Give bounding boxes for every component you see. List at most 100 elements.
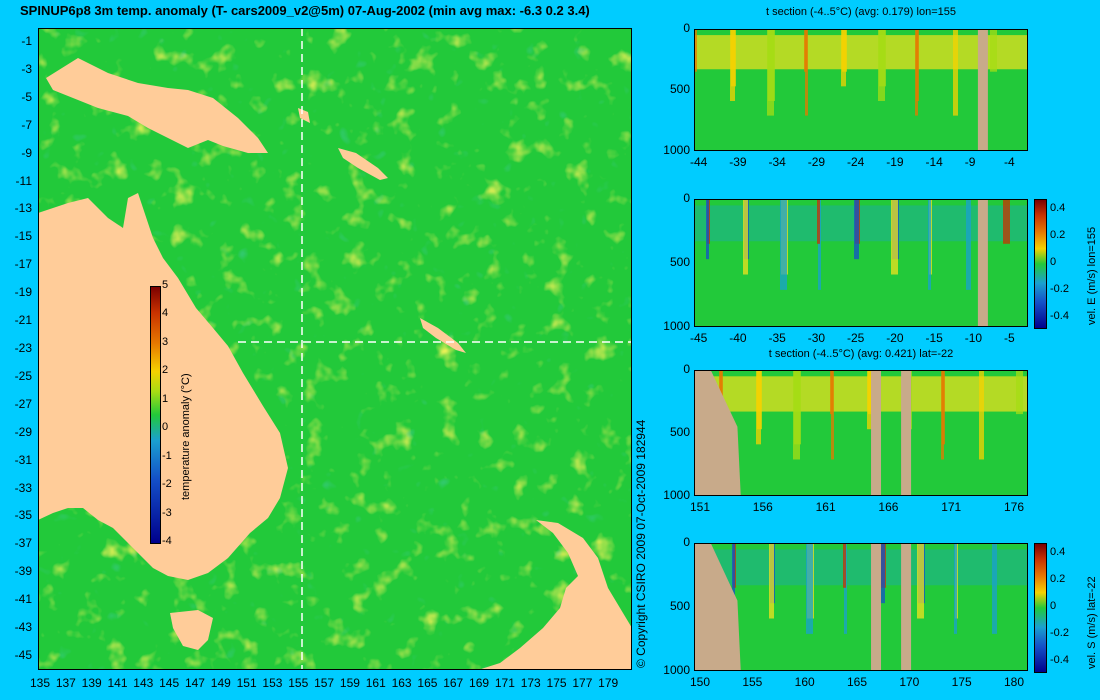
section-streak — [880, 543, 885, 604]
map-panel — [38, 28, 632, 670]
figure-title: SPINUP6p8 3m temp. anomaly (T- cars2009_… — [20, 3, 590, 18]
lat-tick-label: -41 — [14, 592, 32, 607]
panel-x-tick: -39 — [729, 155, 747, 169]
near-surface-band — [694, 549, 1028, 586]
section-plot — [694, 199, 1028, 327]
panel-colorbar-tick: 0 — [1050, 256, 1057, 268]
map-colorbar — [150, 286, 161, 544]
section-streak — [769, 543, 774, 619]
lat-tick-label: -13 — [14, 201, 32, 216]
section-streak — [843, 543, 846, 588]
section-streak — [830, 370, 833, 415]
lon-tick-label: 157 — [314, 676, 335, 690]
panel-x-tick: -9 — [964, 155, 976, 169]
map-colorbar-ticks: 5 4 3 2 1 0 -1 -2 -3 -4 — [162, 279, 182, 547]
panel-x-tick: -10 — [964, 331, 983, 345]
tasmania-land — [170, 610, 213, 650]
panel-x-tick: -34 — [768, 155, 786, 169]
australia-land — [38, 193, 288, 580]
panel-colorbar-tick: 0.2 — [1050, 573, 1066, 585]
section-land — [977, 29, 988, 151]
section-streak — [793, 370, 800, 460]
lon-tick-label: 177 — [572, 676, 593, 690]
map-colorbar-tick: -4 — [162, 535, 172, 547]
panel-y-tick: 1000 — [663, 663, 690, 677]
lon-tick-label: 163 — [391, 676, 412, 690]
section-land-slope — [694, 543, 741, 671]
lat-tick-label: -7 — [21, 117, 32, 132]
panel-x-tick: -25 — [847, 331, 865, 345]
section-streak — [854, 199, 859, 260]
lat-tick-label: -33 — [14, 480, 32, 495]
lat-tick-label: -21 — [14, 313, 32, 328]
panel-colorbar-tick: 0.4 — [1050, 546, 1066, 558]
lon-tick-label: 179 — [598, 676, 619, 690]
lon-tick-label: 171 — [494, 676, 515, 690]
lat-tick-label: -31 — [14, 452, 32, 467]
section-streak — [966, 199, 971, 290]
panel-y-tick: 500 — [669, 82, 690, 96]
lat-tick-label: -39 — [14, 564, 32, 579]
lon-axis: 135 137 139 141 143 145 147 149 151 153 155 157 159 1… — [30, 676, 632, 696]
lon-tick-label: 151 — [236, 676, 257, 690]
panel-y-tick: 500 — [669, 255, 690, 269]
panel-y-tick: 0 — [683, 21, 690, 35]
lon-tick-label: 137 — [55, 676, 76, 690]
panel-y-tick: 500 — [669, 425, 690, 439]
lon-tick-label: 159 — [339, 676, 360, 690]
lon-tick-label: 173 — [520, 676, 541, 690]
section-streak — [743, 199, 748, 275]
panel-x-tick: 175 — [951, 675, 972, 689]
panel-x-tick: -35 — [768, 331, 786, 345]
section-streak — [780, 199, 787, 290]
lon-tick-label: 149 — [210, 676, 231, 690]
panel-y-tick: 0 — [683, 362, 690, 376]
panel-x-tick: -5 — [1004, 331, 1015, 345]
panel-y-tick: 1000 — [663, 319, 690, 333]
lat-tick-label: -37 — [14, 536, 32, 551]
panel-x-tick: 165 — [847, 675, 868, 689]
section-streak — [1003, 199, 1010, 244]
panel-colorbar-tick: 0.4 — [1050, 202, 1066, 214]
lat-axis: -1 -3 -5 -7 -9 -11 -13 -15 -17 -19 -21 -23 -25 -27 -29… — [0, 28, 36, 670]
lon-tick-label: 153 — [262, 676, 283, 690]
panel-y-tick: 500 — [669, 599, 690, 613]
new-guinea-land — [46, 58, 268, 153]
lat-tick-label: -19 — [14, 285, 32, 300]
panel-y-tick: 0 — [683, 191, 690, 205]
lon-tick-label: 143 — [133, 676, 154, 690]
panel-title: t section (-4..5°C) (avg: 0.421) lat=-22 — [768, 348, 954, 360]
panel-x-tick: 151 — [690, 500, 711, 514]
section-streak — [694, 29, 697, 72]
lon-tick-label: 161 — [365, 676, 386, 690]
section-streak — [756, 370, 761, 445]
lon-tick-label: 169 — [469, 676, 490, 690]
new-zealand-land — [478, 520, 632, 670]
panel-colorbar-tick: -0.4 — [1050, 654, 1069, 666]
section-streak — [831, 370, 834, 460]
lat-tick-label: -29 — [14, 424, 32, 439]
section-streak — [941, 370, 944, 460]
new-caledonia-land — [420, 318, 466, 353]
near-surface-band — [694, 35, 1028, 70]
lat-tick-label: -17 — [14, 257, 32, 272]
section-land — [901, 543, 912, 671]
panel-x-tick: -19 — [886, 155, 904, 169]
lon-tick-label: 175 — [546, 676, 567, 690]
section-streak — [1016, 370, 1023, 415]
section-streak — [817, 199, 820, 244]
lat-tick-label: -23 — [14, 341, 32, 355]
near-surface-band — [694, 205, 1028, 242]
panel-x-tick: -4 — [1004, 155, 1015, 169]
section-land-slope — [694, 370, 741, 496]
panel-colorbar-tick: -0.2 — [1050, 283, 1069, 295]
panel-colorbar-label: vel. E (m/s) lon=155 — [1086, 226, 1098, 325]
section-streak — [732, 543, 735, 604]
lon-tick-label: 167 — [443, 676, 464, 690]
map-plot — [38, 28, 632, 670]
section-streak — [917, 543, 924, 619]
panel-x-tick: -44 — [690, 155, 708, 169]
section-streak — [844, 543, 847, 634]
map-colorbar-tick: 4 — [162, 307, 169, 320]
panel-x-tick: 156 — [752, 500, 773, 514]
